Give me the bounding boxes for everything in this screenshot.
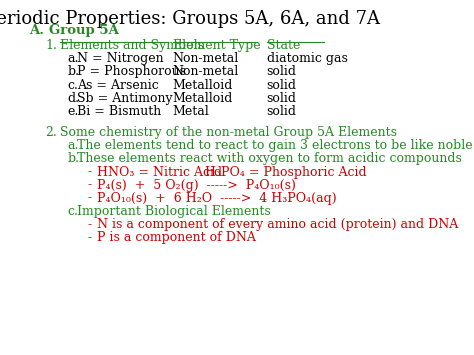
- Text: -: -: [87, 231, 91, 244]
- Text: Non-metal: Non-metal: [173, 65, 239, 78]
- Text: State: State: [266, 39, 300, 52]
- Text: Some chemistry of the non-metal Group 5A Elements: Some chemistry of the non-metal Group 5A…: [61, 126, 398, 140]
- Text: solid: solid: [266, 92, 297, 105]
- Text: P is a component of DNA: P is a component of DNA: [97, 231, 256, 244]
- Text: HNO₃ = Nitric Acid: HNO₃ = Nitric Acid: [97, 165, 222, 179]
- Text: Group 5A: Group 5A: [49, 24, 118, 37]
- Text: a.: a.: [67, 53, 79, 65]
- Text: A.: A.: [28, 24, 44, 37]
- Text: b.: b.: [67, 65, 79, 78]
- Text: N is a component of every amino acid (protein) and DNA: N is a component of every amino acid (pr…: [97, 218, 458, 231]
- Text: -: -: [87, 218, 91, 231]
- Text: c.: c.: [67, 78, 78, 92]
- Text: b.: b.: [67, 153, 79, 165]
- Text: Metalloid: Metalloid: [173, 78, 233, 92]
- Text: Metalloid: Metalloid: [173, 92, 233, 105]
- Text: -: -: [87, 192, 91, 204]
- Text: N = Nitrogen: N = Nitrogen: [77, 53, 164, 65]
- Text: solid: solid: [266, 78, 297, 92]
- Text: As = Arsenic: As = Arsenic: [77, 78, 159, 92]
- Text: 1.: 1.: [46, 39, 57, 52]
- Text: Element Type: Element Type: [173, 39, 260, 52]
- Text: a.: a.: [67, 140, 79, 152]
- Text: Non-metal: Non-metal: [173, 53, 239, 65]
- Text: H₃PO₄ = Phosphoric Acid: H₃PO₄ = Phosphoric Acid: [205, 165, 366, 179]
- Text: Important Biological Elements: Important Biological Elements: [77, 204, 271, 218]
- Text: -: -: [87, 165, 91, 179]
- Text: Elements and Symbols: Elements and Symbols: [61, 39, 204, 52]
- Text: -: -: [87, 179, 91, 192]
- Text: solid: solid: [266, 65, 297, 78]
- Text: P₄O₁₀(s)  +  6 H₂O  ----->  4 H₃PO₄(aq): P₄O₁₀(s) + 6 H₂O -----> 4 H₃PO₄(aq): [97, 192, 337, 204]
- Text: Metal: Metal: [173, 105, 210, 118]
- Text: c.: c.: [67, 204, 78, 218]
- Text: solid: solid: [266, 105, 297, 118]
- Text: 2.: 2.: [46, 126, 57, 140]
- Text: e.: e.: [67, 105, 78, 118]
- Text: P₄(s)  +  5 O₂(g)  ----->  P₄O₁₀(s): P₄(s) + 5 O₂(g) -----> P₄O₁₀(s): [97, 179, 296, 192]
- Text: d.: d.: [67, 92, 79, 105]
- Text: Periodic Properties: Groups 5A, 6A, and 7A: Periodic Properties: Groups 5A, 6A, and …: [0, 10, 380, 28]
- Text: The elements tend to react to gain 3 electrons to be like noble gas: The elements tend to react to gain 3 ele…: [77, 140, 474, 152]
- Text: diatomic gas: diatomic gas: [266, 53, 347, 65]
- Text: These elements react with oxygen to form acidic compounds: These elements react with oxygen to form…: [77, 153, 462, 165]
- Text: Sb = Antimony: Sb = Antimony: [77, 92, 173, 105]
- Text: Bi = Bismuth: Bi = Bismuth: [77, 105, 162, 118]
- Text: P = Phosphorous: P = Phosphorous: [77, 65, 186, 78]
